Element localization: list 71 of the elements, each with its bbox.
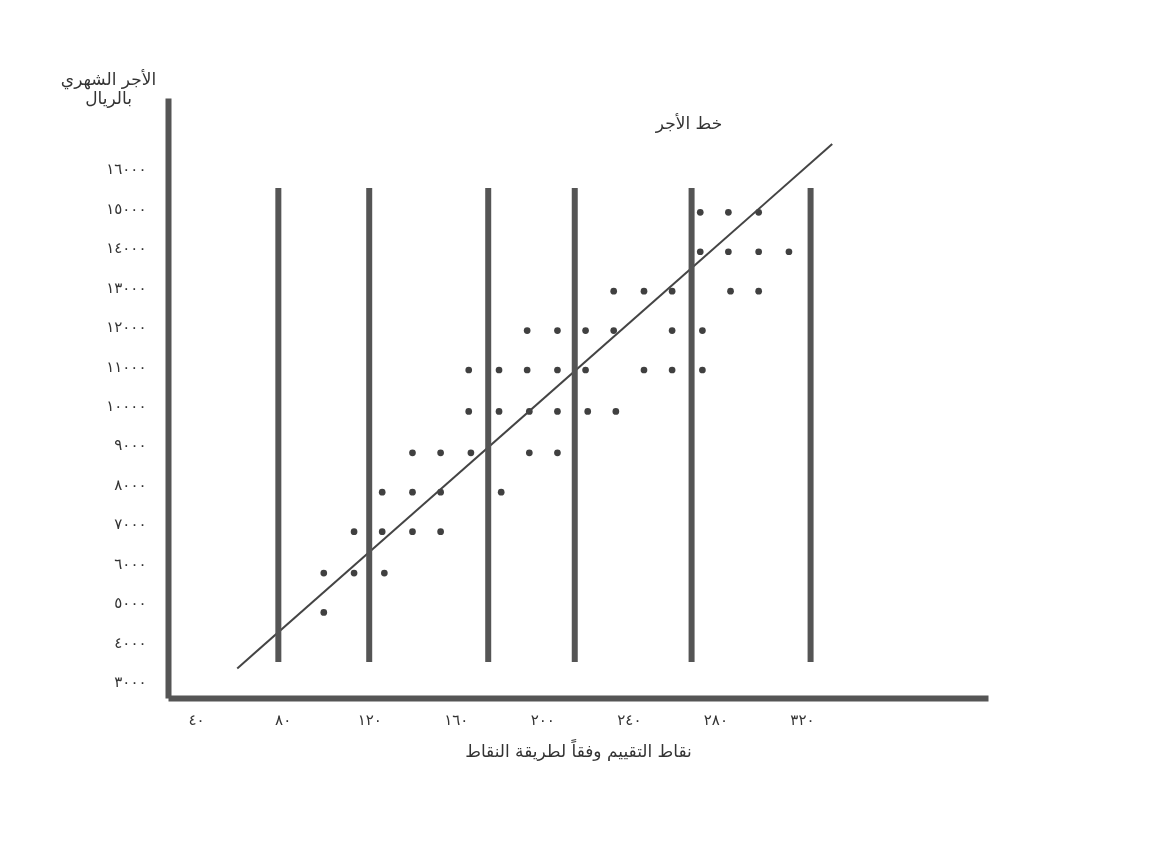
x-tick-label: ٢٤٠ (617, 710, 642, 729)
point (696, 248, 704, 256)
point (378, 488, 386, 496)
point (610, 327, 618, 334)
point (495, 366, 503, 374)
point (554, 408, 561, 415)
point (437, 449, 444, 457)
point (725, 248, 732, 256)
point (582, 366, 589, 374)
point (554, 449, 561, 457)
y-tick-label: ٧٠٠٠ (114, 515, 147, 534)
point (610, 287, 618, 295)
y-tick-label: ١١٠٠٠ (106, 357, 147, 376)
y-tick-label: ١٦٠٠٠ (106, 160, 147, 179)
point (320, 569, 328, 577)
y-tick-label: ١٤٠٠٠ (106, 239, 147, 258)
point (584, 408, 592, 415)
point (409, 449, 416, 457)
y-tick-label: ١٥٠٠٠ (106, 199, 147, 218)
point (381, 569, 388, 577)
point (554, 327, 561, 334)
point (350, 569, 358, 577)
y-tick-label: ٤٠٠٠ (114, 633, 147, 652)
x-tick-label: ٤٠ (188, 710, 205, 729)
point (437, 528, 444, 535)
y-tick-label: ٩٠٠٠ (114, 436, 147, 455)
point (696, 208, 704, 216)
point (725, 208, 732, 216)
point (755, 248, 763, 256)
y-tick-label: ٥٠٠٠ (114, 594, 147, 613)
point (320, 609, 328, 616)
y-tick-label: ٦٠٠٠ (114, 554, 147, 573)
point (699, 366, 706, 374)
point (465, 408, 473, 415)
y-axis-title: الأجر الشهري بالريال (60, 68, 157, 108)
point (554, 366, 561, 374)
point (640, 366, 648, 374)
point (668, 327, 676, 334)
point (612, 408, 620, 415)
x-tick-label: ٣٢٠ (790, 710, 815, 729)
point (523, 366, 531, 374)
point (785, 248, 793, 256)
x-tick-label: ٢٠٠ (530, 710, 555, 729)
point (727, 287, 734, 295)
point (467, 449, 475, 457)
y-tick-label: ٣٠٠٠ (114, 672, 147, 691)
point (465, 366, 473, 374)
x-axis-title: نقاط التقييم وفقاً لطريقة النقاط (465, 737, 692, 762)
point (668, 287, 676, 295)
y-tick-label: ١٢٠٠٠ (106, 318, 147, 337)
point (378, 528, 386, 535)
y-tick-label: ٨٠٠٠ (114, 475, 147, 494)
x-tick-label: ٨٠ (275, 710, 292, 729)
point (699, 327, 706, 334)
y-tick-label: ١٣٠٠٠ (106, 278, 147, 297)
point (523, 327, 531, 334)
text: خط الأجر (654, 113, 723, 134)
point (668, 366, 676, 374)
point (582, 327, 589, 334)
point (525, 449, 533, 457)
x-tick-label: ١٢٠ (357, 710, 382, 729)
y-tick-label: ١٠٠٠٠ (106, 396, 147, 415)
point (350, 528, 358, 535)
point (409, 528, 416, 535)
point (755, 287, 763, 295)
point (495, 408, 503, 415)
point (409, 488, 416, 496)
x-tick-label: ٢٨٠ (703, 710, 728, 729)
point (640, 287, 648, 295)
point (497, 488, 505, 496)
x-tick-label: ١٦٠ (444, 710, 469, 729)
